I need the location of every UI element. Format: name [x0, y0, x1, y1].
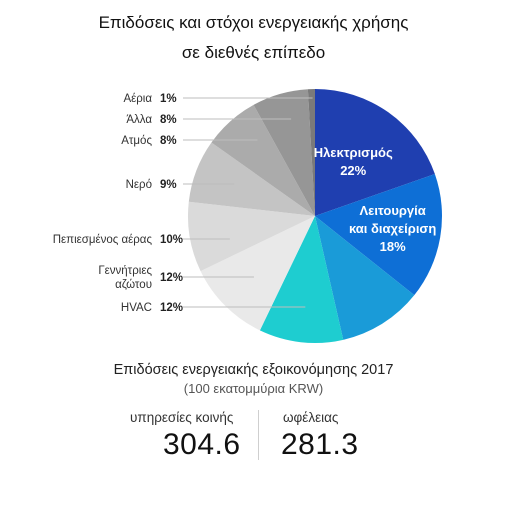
left-stat-label: υπηρεσίες κοινής	[130, 410, 234, 425]
slice-pct-8: 8%	[160, 114, 177, 126]
pie-slice-7	[211, 104, 315, 216]
slice-name-4-1: αζώτου	[115, 279, 152, 291]
pie-slice-4	[200, 216, 315, 331]
slice-label-1-0: Λειτουργία	[359, 203, 425, 218]
slice-label-0-1: 22%	[340, 163, 366, 178]
slice-pct-6: 9%	[160, 179, 177, 191]
pie-slice-8	[253, 89, 315, 216]
slice-name-4-0: Γεννήτριες	[98, 265, 152, 277]
pie-slice-9	[307, 89, 315, 216]
slice-label-1-2: 18%	[380, 239, 406, 254]
slice-pct-9: 1%	[160, 93, 177, 105]
slice-name-6-0: Νερό	[126, 179, 152, 191]
pie-slice-0	[315, 89, 435, 216]
slice-name-3-0: HVAC	[121, 302, 152, 314]
slice-label-0-0: Ηλεκτρισμός	[314, 145, 393, 160]
chart-title-line2: σε διεθνές επίπεδο	[181, 43, 326, 62]
left-stat-value: 304.6	[163, 428, 241, 461]
slice-pct-3: 12%	[160, 302, 183, 314]
slice-name-7-0: Ατμός	[121, 135, 152, 147]
pie-slice-6	[188, 142, 315, 216]
chart-title-line1: Επιδόσεις και στόχοι ενεργειακής χρήσης	[98, 13, 409, 32]
slice-name-8-0: Άλλα	[126, 114, 152, 126]
right-stat-label: ωφέλειας	[283, 410, 339, 425]
slice-pct-7: 8%	[160, 135, 177, 147]
right-stat-value: 281.3	[281, 428, 359, 461]
stats-divider	[258, 410, 259, 460]
slice-pct-4: 12%	[160, 272, 183, 284]
slice-pct-5: 10%	[160, 234, 183, 246]
pie-slice-2	[315, 216, 415, 340]
pie-slice-5	[188, 201, 315, 272]
slice-label-1-1: και διαχείριση	[349, 221, 436, 236]
pie-slice-1	[315, 174, 442, 296]
stats-title: Επιδόσεις ενεργειακής εξοικονόμησης 2017	[113, 362, 394, 378]
pie-slice-3	[259, 216, 344, 344]
stats-subtitle: (100 εκατομμύρια KRW)	[183, 381, 324, 396]
pie-chart: Ηλεκτρισμός 22% Λειτουργία και διαχείριση 18…	[53, 89, 442, 344]
slice-name-5-0: Πεπιεσμένος αέρας	[53, 234, 153, 246]
slice-name-9-0: Αέρια	[123, 93, 152, 105]
